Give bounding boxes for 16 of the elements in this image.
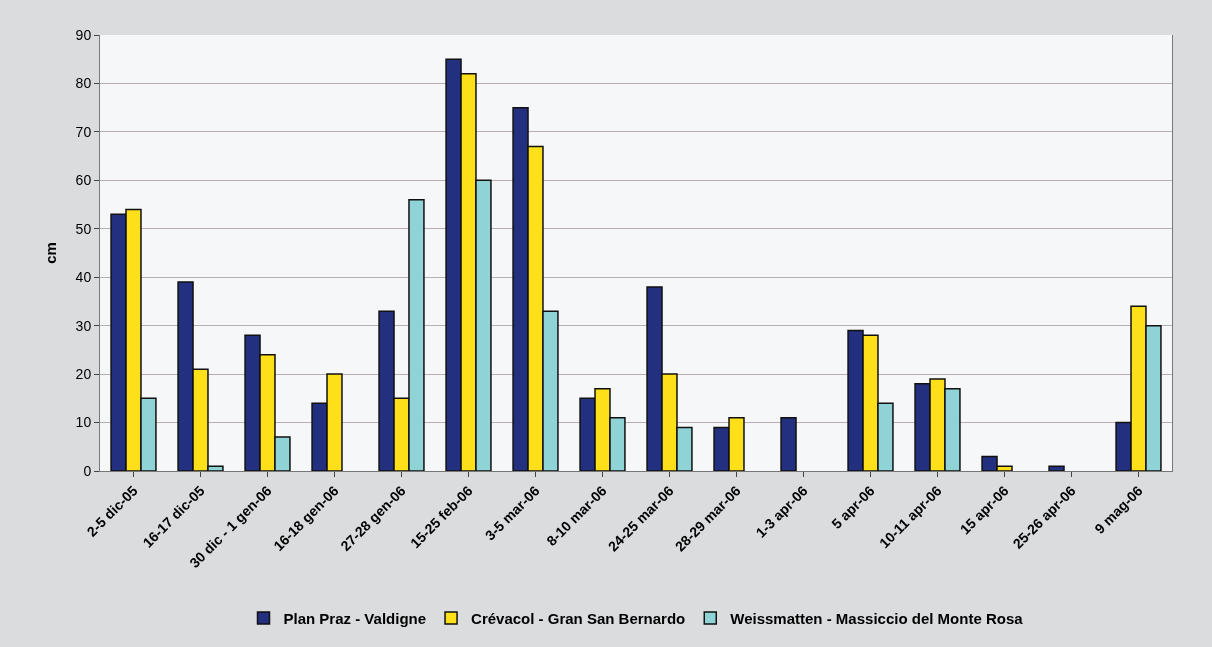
y-tick-label: 60 [75, 172, 92, 189]
y-tick-label: 80 [75, 75, 92, 92]
y-tick-label: 70 [75, 123, 92, 140]
y-tick-label: 20 [75, 366, 92, 383]
y-tick-label: 90 [75, 26, 92, 43]
y-axis-title: cm [41, 242, 59, 264]
legend-label: Weissmatten - Massiccio del Monte Rosa [730, 609, 1024, 627]
legend-label: Plan Praz - Valdigne [283, 609, 427, 627]
bar [780, 416, 797, 471]
legend-label: Crévacol - Gran San Bernardo [471, 609, 686, 627]
y-tick-label: 30 [75, 317, 92, 334]
y-tick-label: 40 [75, 269, 92, 286]
y-tick-label: 0 [83, 462, 92, 479]
y-tick-label: 10 [75, 414, 92, 431]
y-tick-label: 50 [75, 220, 92, 237]
bar [1048, 465, 1065, 471]
